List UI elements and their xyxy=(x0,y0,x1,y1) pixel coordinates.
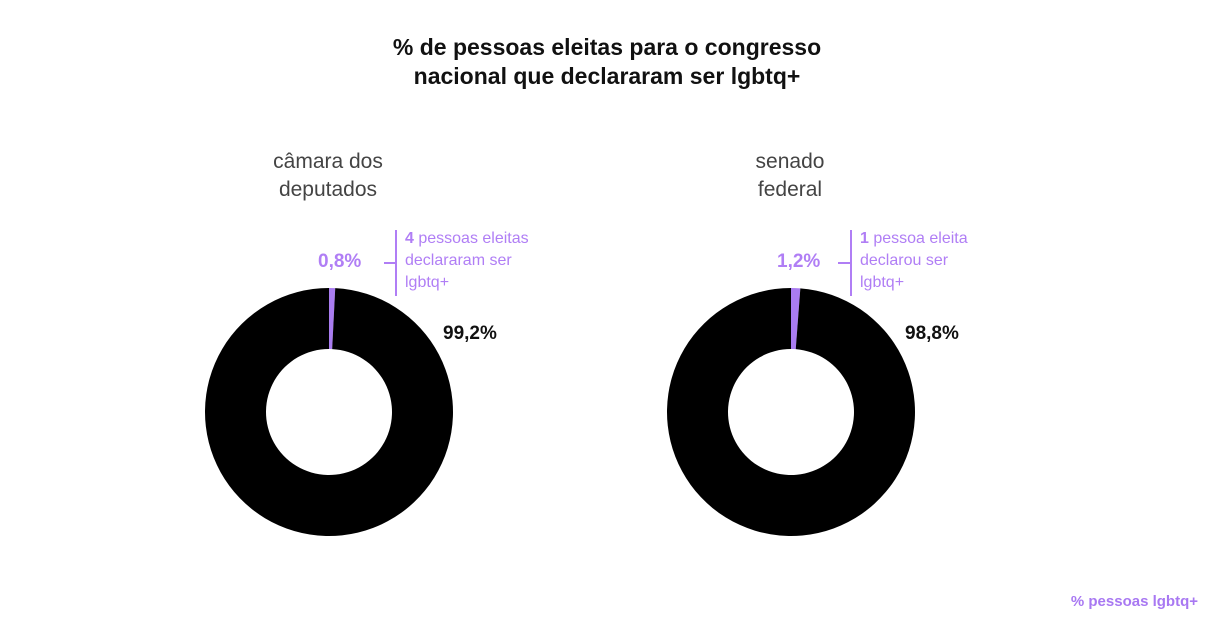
senado-rest-slice xyxy=(667,288,915,536)
camara-note-line-2: declararam ser xyxy=(405,252,512,269)
camara-subtitle: câmara dos deputados xyxy=(228,148,428,204)
camara-lgbtq-percent: 0,8% xyxy=(318,251,362,272)
senado-subtitle-line-1: senado xyxy=(755,150,825,173)
camara-subtitle-line-1: câmara dos xyxy=(273,150,383,173)
camara-note-rest: pessoas eleitas xyxy=(413,230,529,247)
senado-subtitle-line-2: federal xyxy=(757,178,823,201)
camara-lgbtq-slice xyxy=(329,288,336,350)
camara-note-line-1: 4 pessoas eleitas xyxy=(405,228,529,250)
senado-bracket-tick xyxy=(838,262,850,264)
camara-rest-percent: 99,2% xyxy=(443,323,497,344)
senado-donut-chart xyxy=(667,288,915,536)
camara-note: 4 pessoas eleitas declararam ser lgbtq+ xyxy=(405,228,529,294)
camara-rest-slice xyxy=(205,288,453,536)
senado-note-line-3: lgbtq+ xyxy=(860,274,905,291)
title-line-2: nacional que declararam ser lgbtq+ xyxy=(413,63,801,89)
senado-note-line-2: declarou ser xyxy=(860,252,949,269)
senado-note-count: 1 xyxy=(860,230,869,247)
camara-note-line-3: lgbtq+ xyxy=(405,274,450,291)
senado-note: 1 pessoa eleita declarou ser lgbtq+ xyxy=(860,228,968,294)
camara-bracket-tick xyxy=(384,262,396,264)
senado-lgbtq-slice xyxy=(791,288,801,350)
senado-rest-percent: 98,8% xyxy=(905,323,959,344)
camara-bracket xyxy=(395,230,397,296)
title-line-1: % de pessoas eleitas para o congresso xyxy=(392,34,822,60)
camara-note-count: 4 xyxy=(405,230,414,247)
camara-subtitle-line-2: deputados xyxy=(278,178,378,201)
senado-bracket xyxy=(850,230,852,296)
senado-lgbtq-percent: 1,2% xyxy=(777,251,821,272)
chart-title: % de pessoas eleitas para o congresso na… xyxy=(0,33,1214,91)
senado-note-line-1: 1 pessoa eleita xyxy=(860,228,968,250)
legend-label: % pessoas lgbtq+ xyxy=(1070,593,1198,610)
camara-donut-chart xyxy=(205,288,453,536)
senado-subtitle: senado federal xyxy=(690,148,890,204)
senado-note-rest: pessoa eleita xyxy=(868,230,968,247)
